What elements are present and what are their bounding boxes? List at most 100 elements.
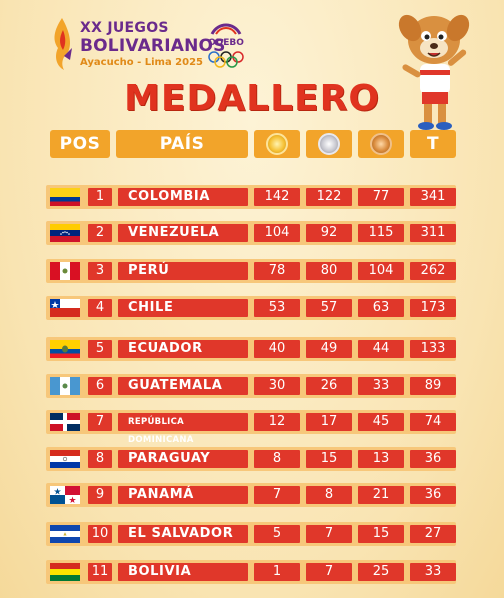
row-silver: 8 (306, 486, 352, 504)
flag-graphic (50, 224, 80, 242)
row-bronze: 45 (358, 413, 404, 431)
games-logo: XX JUEGOS BOLIVARIANOS Ayacucho - Lima 2… (50, 14, 260, 76)
table-row: 11 BOLIVIA 1 7 25 33 (46, 560, 456, 584)
country-flag-icon (50, 299, 80, 317)
row-position: 1 (88, 188, 112, 206)
row-country: CHILE (118, 299, 248, 317)
row-country: PARAGUAY (118, 450, 248, 468)
row-country: ECUADOR (118, 340, 248, 358)
flag-graphic (50, 450, 80, 468)
odebo-logo: ODEBO (206, 18, 246, 70)
row-silver: 7 (306, 525, 352, 543)
country-flag-icon (50, 224, 80, 242)
row-gold: 1 (254, 563, 300, 581)
country-flag-icon (50, 377, 80, 395)
row-bronze: 25 (358, 563, 404, 581)
row-silver: 17 (306, 413, 352, 431)
row-silver: 57 (306, 299, 352, 317)
country-flag-icon (50, 262, 80, 280)
row-gold: 104 (254, 224, 300, 242)
odebo-label: ODEBO (208, 38, 244, 48)
row-silver: 122 (306, 188, 352, 206)
row-total: 262 (410, 262, 456, 280)
row-bronze: 13 (358, 450, 404, 468)
country-flag-icon (50, 340, 80, 358)
row-country: PERÚ (118, 262, 248, 280)
row-country: EL SALVADOR (118, 525, 248, 543)
row-country: GUATEMALA (118, 377, 248, 395)
row-gold: 7 (254, 486, 300, 504)
logo-line1: XX JUEGOS (80, 20, 169, 36)
row-country: COLOMBIA (118, 188, 248, 206)
header-total: T (410, 130, 456, 158)
table-row: 10 EL SALVADOR 5 7 15 27 (46, 522, 456, 546)
row-gold: 53 (254, 299, 300, 317)
row-silver: 49 (306, 340, 352, 358)
row-country: BOLIVIA (118, 563, 248, 581)
country-flag-icon (50, 525, 80, 543)
row-position: 4 (88, 299, 112, 317)
country-flag-icon (50, 450, 80, 468)
olympic-rings-icon (208, 51, 244, 68)
flag-graphic (50, 299, 80, 317)
row-total: 311 (410, 224, 456, 242)
row-position: 8 (88, 450, 112, 468)
row-position: 10 (88, 525, 112, 543)
country-flag-icon (50, 563, 80, 581)
logo-line3: Ayacucho - Lima 2025 (80, 57, 204, 68)
row-total: 36 (410, 450, 456, 468)
row-gold: 8 (254, 450, 300, 468)
header-bronze (358, 130, 404, 158)
flag-graphic (50, 340, 80, 358)
row-bronze: 44 (358, 340, 404, 358)
row-country: REPÚBLICA DOMINICANA (118, 413, 248, 445)
flag-graphic (50, 486, 80, 504)
table-row: 5 ECUADOR 40 49 44 133 (46, 337, 456, 361)
row-bronze: 33 (358, 377, 404, 395)
header-total-label: T (426, 134, 440, 154)
flag-graphic (50, 188, 80, 206)
row-country: PANAMÁ (118, 486, 248, 504)
table-row: 4 CHILE 53 57 63 173 (46, 296, 456, 320)
row-bronze: 63 (358, 299, 404, 317)
row-total: 36 (410, 486, 456, 504)
row-total: 133 (410, 340, 456, 358)
row-position: 5 (88, 340, 112, 358)
flag-graphic (50, 377, 80, 395)
row-silver: 15 (306, 450, 352, 468)
header-country-label: PAÍS (159, 134, 205, 154)
row-position: 6 (88, 377, 112, 395)
header-pos: POS (50, 130, 110, 158)
row-position: 9 (88, 486, 112, 504)
row-bronze: 115 (358, 224, 404, 242)
table-row: 2 VENEZUELA 104 92 115 311 (46, 221, 456, 245)
row-silver: 80 (306, 262, 352, 280)
table-row: 7 REPÚBLICA DOMINICANA 12 17 45 74 (46, 410, 456, 445)
flame-logo-icon (54, 18, 72, 70)
flag-graphic (50, 413, 80, 431)
row-gold: 30 (254, 377, 300, 395)
flag-graphic (50, 563, 80, 581)
table-row: 3 PERÚ 78 80 104 262 (46, 259, 456, 283)
table-row: 9 PANAMÁ 7 8 21 36 (46, 483, 456, 507)
row-silver: 7 (306, 563, 352, 581)
bronze-medal-icon (370, 133, 392, 155)
gold-medal-icon (266, 133, 288, 155)
logo-line2: BOLIVARIANOS (80, 36, 226, 56)
flag-graphic (50, 525, 80, 543)
page-title: MEDALLERO (124, 78, 380, 119)
row-total: 33 (410, 563, 456, 581)
table-row: 1 COLOMBIA 142 122 77 341 (46, 185, 456, 209)
row-silver: 26 (306, 377, 352, 395)
country-flag-icon (50, 486, 80, 504)
row-gold: 78 (254, 262, 300, 280)
row-gold: 40 (254, 340, 300, 358)
row-total: 173 (410, 299, 456, 317)
country-flag-icon (50, 413, 80, 431)
row-position: 11 (88, 563, 112, 581)
table-row: 8 PARAGUAY 8 15 13 36 (46, 447, 456, 471)
row-total: 89 (410, 377, 456, 395)
row-position: 7 (88, 413, 112, 431)
flag-graphic (50, 262, 80, 280)
row-total: 74 (410, 413, 456, 431)
